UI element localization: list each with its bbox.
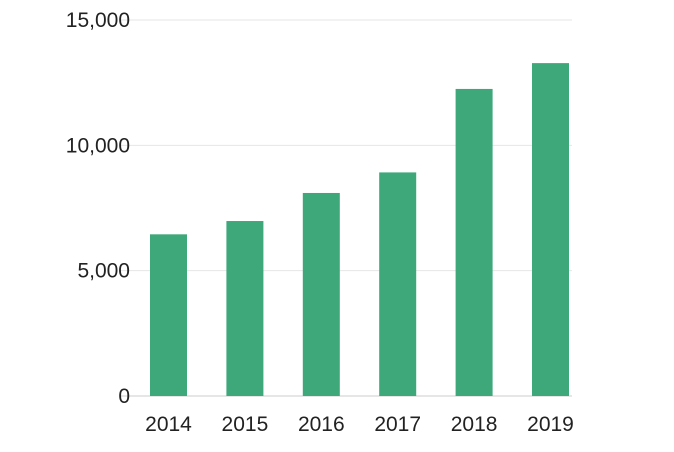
y-tick-label: 15,000 (66, 9, 130, 32)
x-tick-label: 2019 (527, 413, 574, 436)
bar-2014 (150, 234, 187, 396)
x-axis-ticks: 2014 2015 2016 2017 2018 2019 (145, 413, 574, 436)
x-tick-label: 2015 (222, 413, 269, 436)
bar-2016 (302, 192, 340, 396)
bar-2018 (455, 88, 493, 396)
y-tick-label: 5,000 (77, 260, 130, 283)
x-tick-label: 2018 (451, 413, 498, 436)
y-tick-label: 10,000 (66, 134, 130, 157)
x-tick-label: 2016 (298, 413, 345, 436)
bar-2019 (532, 63, 569, 397)
x-tick-label: 2014 (145, 413, 192, 436)
x-tick-label: 2017 (374, 413, 421, 436)
bars (150, 63, 569, 397)
y-axis-ticks: 0 5,000 10,000 15,000 (66, 9, 130, 408)
bar-2015 (226, 221, 264, 396)
bar-2017 (379, 172, 417, 396)
y-tick-label: 0 (118, 385, 130, 408)
gridlines (120, 19, 572, 397)
